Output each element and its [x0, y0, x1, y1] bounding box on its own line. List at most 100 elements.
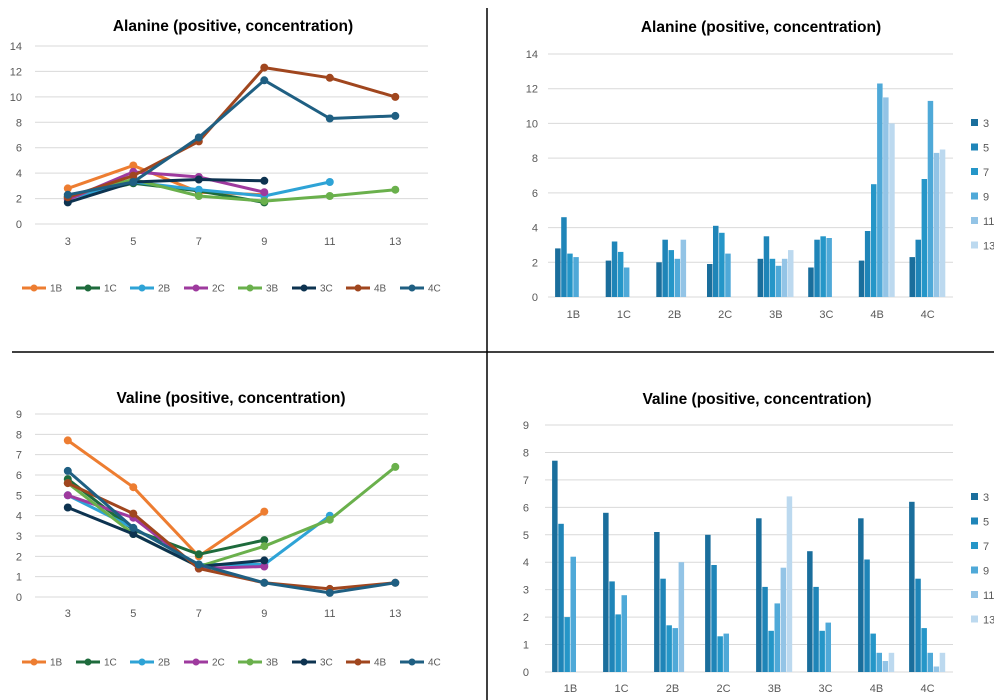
legend-label: 5: [983, 143, 989, 155]
bar-2B-5: [660, 578, 666, 672]
x-tick-label: 9: [261, 236, 267, 248]
y-tick-label: 7: [16, 450, 22, 462]
chart-title: Alanine (positive, concentration): [113, 18, 353, 35]
bar-4B-7: [870, 633, 876, 672]
bar-1B-3: [552, 460, 558, 672]
bar-1C-5: [609, 581, 615, 672]
data-point-4C: [260, 76, 269, 85]
bar-4B-9: [876, 652, 882, 672]
x-tick-label: 3: [65, 236, 71, 248]
y-tick-label: 1: [16, 572, 22, 584]
bar-2C-3: [707, 264, 713, 297]
y-tick-label: 9: [523, 420, 529, 432]
bar-4C-9: [927, 100, 934, 298]
x-tick-label: 1B: [564, 683, 577, 695]
data-point-3C: [260, 556, 269, 565]
legend-swatch-marker: [192, 284, 200, 292]
chart-title: Alanine (positive, concentration): [641, 19, 881, 36]
bar-1C-3: [603, 512, 609, 672]
data-point-4B: [63, 479, 72, 488]
bar-4C-3: [909, 501, 915, 672]
x-tick-label: 1B: [567, 309, 580, 321]
series-line-3C: [66, 506, 266, 568]
x-tick-label: 5: [130, 236, 136, 248]
bar-2B-11: [678, 562, 685, 672]
data-point-1B: [129, 161, 138, 170]
data-point-3C: [260, 176, 269, 185]
bar-1C-7: [615, 614, 621, 672]
legend-swatch-marker: [30, 284, 38, 292]
series-line-4C: [66, 78, 397, 197]
legend-label: 2B: [158, 284, 171, 295]
bar-1C-3: [605, 260, 612, 297]
bar-3C-5: [813, 586, 819, 672]
legend-swatch: [971, 217, 978, 224]
x-tick-label: 4C: [920, 683, 934, 695]
x-tick-label: 3B: [769, 309, 782, 321]
data-point-4C: [194, 133, 203, 142]
bar-4C-11: [933, 666, 940, 672]
y-tick-label: 8: [16, 117, 22, 129]
bar-3B-5: [763, 236, 770, 298]
legend-label: 2C: [212, 658, 225, 669]
series-line-4B: [66, 481, 397, 591]
y-tick-label: 2: [532, 257, 538, 269]
bar-2B-9: [674, 258, 681, 297]
bar-2B-3: [656, 262, 662, 297]
legend-swatch: [971, 615, 978, 623]
legend-label: 11: [983, 216, 994, 228]
bar-2C-5: [711, 565, 717, 672]
data-point-4C: [194, 560, 203, 569]
data-point-3B: [391, 185, 400, 194]
data-point-3B: [260, 542, 269, 551]
y-tick-label: 4: [16, 168, 22, 180]
bar-2B-9: [672, 628, 678, 672]
bar-2B-3: [654, 532, 660, 672]
data-point-1B: [129, 483, 138, 492]
y-tick-label: 1: [523, 640, 529, 652]
y-tick-label: 8: [16, 429, 22, 441]
legend-swatch-marker: [84, 284, 92, 292]
data-point-1B: [63, 436, 72, 445]
x-tick-label: 9: [261, 608, 267, 620]
y-tick-label: 6: [532, 188, 538, 200]
legend-swatch: [971, 192, 978, 200]
bar-1C-9: [623, 267, 630, 297]
data-point-4C: [391, 578, 400, 587]
x-tick-label: 2B: [668, 309, 681, 321]
x-tick-label: 4C: [921, 309, 935, 321]
legend-label: 9: [983, 566, 989, 578]
y-tick-label: 0: [16, 592, 22, 604]
bar-3B-11: [780, 567, 787, 672]
bar-2C-7: [719, 232, 725, 297]
y-tick-label: 5: [16, 490, 22, 502]
bar-3C-9: [825, 622, 831, 672]
x-tick-label: 11: [324, 236, 335, 248]
legend-label: 4C: [428, 658, 441, 669]
bar-1B-3: [555, 248, 561, 297]
data-point-1B: [63, 184, 72, 193]
x-tick-label: 13: [389, 236, 401, 248]
series-line-4B: [66, 66, 397, 199]
bar-4C-5: [915, 578, 921, 672]
legend-label: 3: [983, 118, 989, 130]
data-point-4C: [325, 114, 334, 123]
data-point-2C: [63, 491, 72, 500]
y-tick-label: 9: [16, 409, 22, 421]
x-tick-label: 2B: [666, 683, 679, 695]
y-tick-label: 4: [532, 223, 538, 235]
bar-1B-7: [564, 617, 570, 672]
bar-3B-5: [762, 586, 768, 672]
legend-label: 1B: [50, 658, 63, 669]
bar-2C-7: [717, 636, 723, 672]
data-point-1C: [260, 536, 269, 545]
y-tick-label: 0: [16, 219, 22, 231]
legend-swatch-marker: [138, 658, 146, 666]
bar-3B-13: [788, 250, 794, 297]
y-tick-label: 2: [16, 551, 22, 563]
x-tick-label: 7: [196, 608, 202, 620]
y-tick-label: 4: [523, 557, 529, 569]
data-point-1B: [260, 507, 269, 516]
legend-label: 13: [983, 615, 994, 627]
y-tick-label: 14: [526, 49, 538, 61]
